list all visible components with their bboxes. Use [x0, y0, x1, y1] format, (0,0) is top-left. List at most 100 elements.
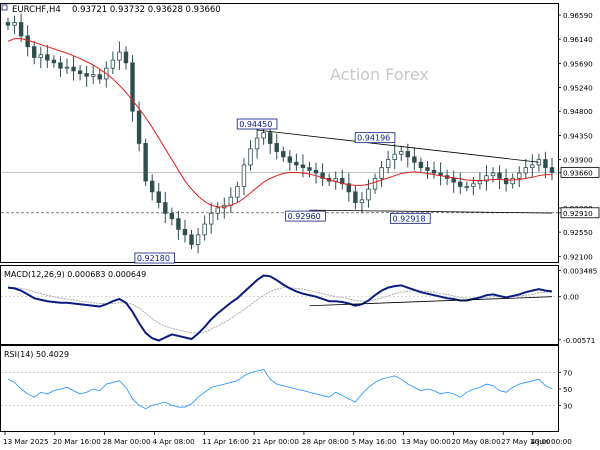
chart-symbol: EURCHF,H4	[12, 5, 61, 15]
x-tick-label: 4 Jun 00:00	[531, 437, 573, 446]
candle-body	[372, 177, 378, 190]
candle-body	[399, 151, 404, 155]
candle-body	[91, 74, 96, 77]
candle-body	[58, 62, 63, 69]
price-annotation-box-1	[354, 132, 396, 144]
x-tick-label: 11 Apr 16:00	[202, 437, 249, 446]
price-panel-frame	[0, 3, 559, 263]
candle-body	[149, 180, 155, 193]
macd-panel-frame	[0, 265, 559, 345]
candle-body	[202, 223, 207, 236]
x-tick-label: 13 May 00:00	[402, 437, 452, 446]
price-annotation-box-3	[390, 212, 431, 224]
candle-body	[195, 234, 201, 245]
rsi-title: RSI(14) 50.4029	[4, 350, 69, 359]
chart-ohlc: 0.93721 0.93732 0.93628 0.93660	[72, 5, 221, 15]
candle-body	[418, 161, 424, 169]
macd-y-tick-label: -0.00571	[563, 336, 595, 345]
candle-body	[484, 175, 489, 182]
candle-body	[110, 59, 116, 69]
candle-body	[320, 172, 325, 179]
candle-body	[241, 164, 247, 187]
price-annotation-4: 0.92180	[137, 254, 170, 263]
candle-body	[25, 35, 30, 48]
candle-body	[359, 199, 365, 203]
x-tick-label: 21 Apr 00:00	[252, 437, 299, 446]
candle-body	[471, 183, 476, 187]
candle-body	[228, 196, 234, 206]
price-annotation-box-2	[285, 210, 326, 222]
price-y-tick-label: 0.95240	[563, 84, 593, 93]
candle-body	[130, 62, 135, 112]
candle-body	[392, 153, 397, 160]
price-y-tick-label: 0.95690	[563, 59, 593, 68]
candle-body	[287, 156, 293, 163]
candle-body	[84, 73, 89, 77]
collapse-icon[interactable]	[1, 4, 8, 11]
candle-body	[248, 148, 253, 166]
price-trendline-1	[309, 209, 553, 214]
candle-body	[313, 169, 319, 174]
macd-signal-line	[7, 286, 552, 334]
macd-layer	[1, 274, 558, 342]
price-annotation-box-4	[134, 252, 175, 264]
candle-body	[182, 229, 188, 236]
candle-body	[353, 191, 358, 203]
price-y-tick-box	[560, 167, 600, 178]
x-tick-label: 28 Apr 08:00	[302, 437, 349, 446]
price-y-tick-label: 0.94350	[563, 131, 593, 140]
candle-body	[405, 151, 411, 158]
candle-body	[45, 54, 50, 61]
price-annotation-box-0	[236, 118, 278, 130]
macd-trendline-0	[309, 296, 553, 307]
x-tick-label: 20 Mar 16:00	[53, 437, 101, 446]
candle-body	[12, 22, 17, 26]
price-annotation-3: 0.92918	[393, 214, 426, 223]
rsi-y-tick-label: 70	[563, 369, 573, 378]
candle-body	[156, 191, 161, 203]
candle-body	[71, 66, 76, 72]
candle-body	[18, 22, 24, 37]
price-y-tick-label: 0.92100	[563, 252, 593, 261]
moving-average-line	[7, 38, 552, 208]
price-y-tick-label: 0.96590	[563, 11, 593, 20]
candle-body	[51, 59, 57, 64]
candle-body	[261, 132, 266, 139]
candle-body	[543, 159, 548, 169]
x-tick-label: 28 Mar 00:00	[103, 437, 151, 446]
candle-body	[169, 212, 175, 220]
candle-body	[5, 22, 11, 26]
candle-body	[517, 172, 522, 179]
candle-body	[477, 180, 483, 185]
candle-body	[208, 212, 214, 225]
candle-body	[163, 202, 168, 214]
candle-body	[97, 74, 102, 80]
candle-body	[333, 177, 338, 182]
price-layer: 0.94450 0.94196 0.92960 0.92918 0.92180	[1, 13, 558, 264]
watermark: Action Forex	[330, 65, 429, 84]
macd-title: MACD(12,26,9) 0.000683 0.000649	[4, 270, 146, 279]
price-annotation-0: 0.94450	[239, 120, 272, 129]
candle-body	[143, 143, 148, 182]
candle-body	[490, 172, 496, 177]
candle-body	[274, 143, 279, 152]
x-tick-label: 27 May 16:00	[501, 437, 551, 446]
rsi-y-tick-label: 30	[563, 401, 573, 410]
candle-body	[64, 66, 70, 69]
candle-body	[346, 183, 352, 193]
candle-body	[176, 218, 181, 230]
candle-body	[307, 167, 312, 171]
x-tick-label: 5 May 16:00	[352, 437, 397, 446]
candle-body	[464, 186, 469, 188]
candle-body	[425, 167, 430, 171]
candle-body	[189, 234, 194, 245]
macd-y-tick-label: 0.00	[563, 293, 579, 302]
candle-body	[235, 186, 240, 198]
price-annotation-2: 0.92960	[288, 212, 321, 221]
price-y-tick-label: 0.92550	[563, 228, 593, 237]
candle-body	[300, 164, 306, 169]
candle-body	[366, 188, 371, 201]
candle-body	[215, 207, 220, 214]
candle-body	[503, 177, 509, 185]
candle-body	[294, 161, 299, 166]
